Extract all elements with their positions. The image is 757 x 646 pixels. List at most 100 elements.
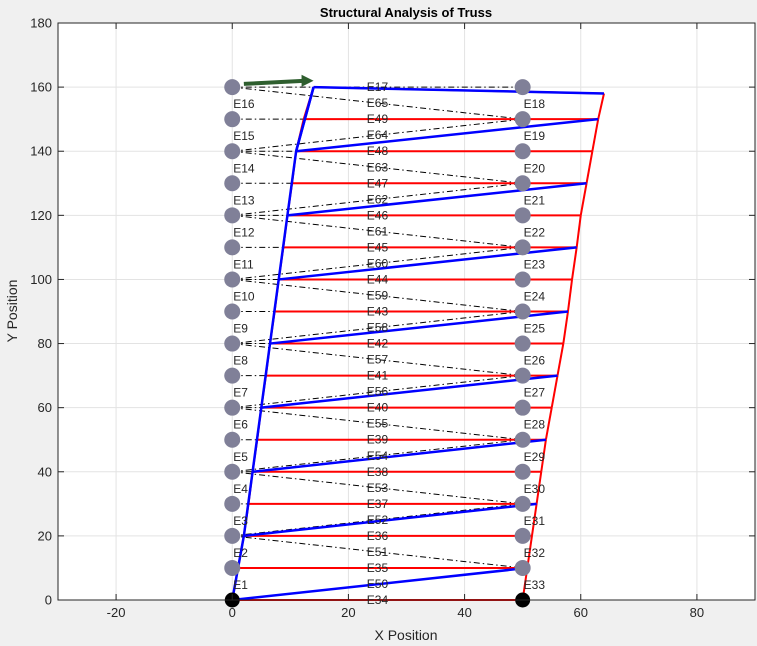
diagonal-element-label: E63	[367, 160, 389, 174]
left-element-label: E15	[233, 129, 255, 143]
chart-title: Structural Analysis of Truss	[320, 5, 492, 20]
horizontal-element-label: E49	[367, 112, 389, 126]
left-element-label: E9	[233, 322, 248, 336]
left-element-label: E4	[233, 482, 248, 496]
original-diagonal-member	[232, 535, 523, 569]
right-element-label: E21	[524, 193, 546, 207]
truss-node	[514, 239, 531, 256]
original-diagonal-member	[232, 86, 523, 120]
right-element-label: E26	[524, 354, 546, 368]
right-element-label: E29	[524, 450, 546, 464]
truss-node	[514, 175, 531, 192]
truss-nodes	[224, 79, 531, 608]
right-element-label: E24	[524, 289, 546, 303]
horizontal-element-label: E43	[367, 305, 389, 319]
deformed-right-vertical	[585, 151, 594, 184]
original-diagonal-member	[232, 182, 523, 216]
y-tick-label: 0	[45, 593, 52, 608]
horizontal-element-label: E38	[367, 465, 389, 479]
horizontal-element-label: E47	[367, 176, 389, 190]
left-element-label: E11	[233, 257, 254, 271]
truss-node	[514, 207, 531, 224]
truss-node	[514, 335, 531, 352]
truss-node	[514, 431, 531, 448]
original-diagonal-member	[232, 214, 523, 248]
horizontal-element-label: E41	[367, 369, 389, 383]
y-tick-label: 60	[38, 400, 52, 415]
left-element-label: E7	[233, 386, 248, 400]
x-tick-label: 40	[457, 605, 471, 620]
diagonal-element-label: E62	[367, 192, 389, 206]
truss-node	[224, 175, 241, 192]
truss-node	[514, 559, 531, 576]
truss-node	[514, 303, 531, 320]
deformed-right-vertical	[530, 503, 538, 537]
right-element-label: E19	[524, 129, 546, 143]
truss-node	[224, 495, 241, 512]
original-diagonal-member	[232, 375, 523, 409]
horizontal-element-label: E35	[367, 561, 389, 575]
truss-members	[231, 74, 605, 602]
top-element-label: E17	[367, 80, 389, 94]
left-element-label: E8	[233, 354, 248, 368]
right-element-label: E28	[524, 418, 546, 432]
original-diagonal-member	[232, 150, 523, 184]
diagonal-element-label: E59	[367, 288, 389, 302]
deformed-right-vertical	[579, 183, 588, 216]
truss-node	[224, 271, 241, 288]
truss-node	[224, 335, 241, 352]
deformed-right-vertical	[556, 343, 565, 376]
deformed-left-chord	[260, 343, 272, 408]
diagonal-element-label: E64	[367, 128, 389, 142]
plot-frame	[57, 22, 756, 601]
diagonal-element-label: E54	[367, 449, 389, 463]
truss-node	[224, 463, 241, 480]
truss-node	[514, 271, 531, 288]
deformed-right-vertical	[591, 118, 600, 152]
original-diagonal-member	[232, 311, 523, 345]
left-element-label: E2	[233, 546, 248, 560]
y-tick-label: 160	[30, 80, 52, 95]
deformed-diagonal-member	[243, 502, 537, 538]
right-element-label: E32	[524, 546, 546, 560]
right-element-label: E33	[524, 578, 546, 592]
diagonal-element-label: E50	[367, 577, 389, 591]
horizontal-element-label: E37	[367, 497, 389, 511]
right-element-label: E18	[524, 97, 546, 111]
deformed-left-chord	[294, 86, 315, 152]
truss-node	[224, 527, 241, 544]
truss-node	[514, 79, 531, 96]
deformed-diagonal-member	[252, 438, 547, 474]
right-element-label: E27	[524, 386, 546, 400]
truss-node	[224, 431, 241, 448]
left-element-label: E1	[233, 578, 248, 592]
diagonal-element-label: E60	[367, 256, 389, 270]
x-tick-label: 80	[690, 605, 704, 620]
x-tick-label: 60	[574, 605, 588, 620]
y-tick-label: 120	[30, 208, 52, 223]
x-axis-label: X Position	[374, 627, 437, 643]
truss-node	[224, 303, 241, 320]
deformed-diagonal-member	[232, 566, 528, 602]
right-element-label: E20	[524, 161, 546, 175]
left-element-label: E14	[233, 161, 255, 175]
x-tick-label: 0	[229, 605, 236, 620]
original-diagonal-member	[232, 246, 523, 280]
truss-node	[224, 111, 241, 128]
right-element-label: E25	[524, 322, 546, 336]
horizontal-element-label: E39	[367, 433, 389, 447]
original-diagonal-member	[232, 118, 523, 152]
left-element-label: E5	[233, 450, 248, 464]
deformed-right-vertical	[575, 215, 582, 248]
horizontal-element-label: E42	[367, 337, 389, 351]
horizontal-element-label: E46	[367, 208, 389, 222]
left-element-label: E16	[233, 97, 255, 111]
x-tick-label: -20	[107, 605, 126, 620]
x-tick-label: 20	[341, 605, 355, 620]
truss-node	[224, 399, 241, 416]
original-diagonal-member	[232, 343, 523, 377]
deformed-right-vertical	[597, 93, 605, 120]
left-element-label: E10	[233, 289, 255, 303]
deformed-right-vertical	[544, 407, 553, 440]
